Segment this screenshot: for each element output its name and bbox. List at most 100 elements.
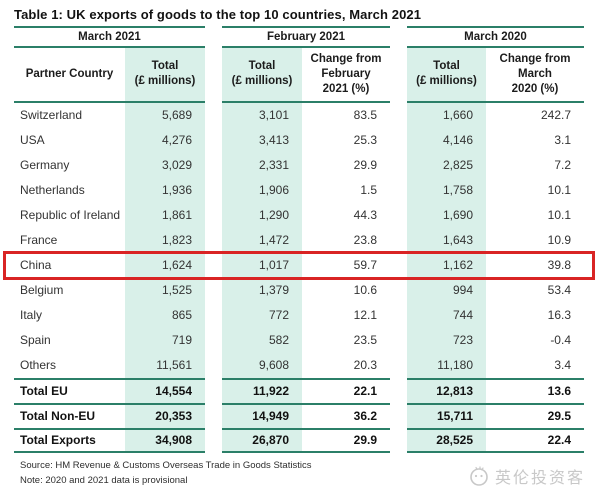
value-cell: 20,353 xyxy=(125,402,205,428)
column-gap xyxy=(205,302,222,328)
value-cell: 10.1 xyxy=(547,183,571,198)
column-gap xyxy=(205,127,222,153)
value-cell: 4,146 xyxy=(407,127,486,153)
column-gap xyxy=(390,352,407,378)
provisional-note: Note: 2020 and 2021 data is provisional xyxy=(20,475,188,487)
partner-country-cell: Others xyxy=(20,358,57,373)
value-cell: 11,922 xyxy=(222,377,302,403)
value-cell: 28,525 xyxy=(407,427,486,453)
value-cell: 1,017 xyxy=(222,252,302,278)
value-cell: 39.8 xyxy=(547,258,571,273)
column-gap xyxy=(205,48,222,103)
table-row: Total Non-EU 20,353 14,949 36.2 15,711 29.5 xyxy=(14,402,584,428)
column-gap xyxy=(390,48,407,103)
value-cell: 10.9 xyxy=(547,233,571,248)
partner-country-cell: Total EU xyxy=(14,377,125,403)
column-gap xyxy=(390,302,407,328)
group-header-february-2021: February 2021 xyxy=(222,26,390,48)
column-gap xyxy=(205,102,222,128)
value-cell: 59.7 xyxy=(353,258,377,273)
value-cell: 1,861 xyxy=(125,202,205,228)
value-cell: 23.8 xyxy=(353,233,377,248)
column-gap xyxy=(390,402,407,428)
value-cell: 1,758 xyxy=(407,177,486,203)
exports-table: March 2021 February 2021 March 2020 Part… xyxy=(3,26,595,453)
value-cell: 13.6 xyxy=(486,377,584,403)
footnotes: Source: HM Revenue & Customs Overseas Tr… xyxy=(14,458,311,489)
value-cell: 16.3 xyxy=(547,308,571,323)
table-row: Total Exports 34,908 26,870 29.9 28,525 22.4 xyxy=(14,427,584,453)
value-cell: 4,276 xyxy=(125,127,205,153)
partner-country-cell: USA xyxy=(20,133,45,148)
value-cell: 1,936 xyxy=(125,177,205,203)
partner-country-cell: Belgium xyxy=(20,283,64,298)
value-cell: 20.3 xyxy=(353,358,377,373)
watermark-text: 英伦投资客 xyxy=(494,469,585,487)
partner-country-cell: China xyxy=(20,258,52,273)
value-cell: 9,608 xyxy=(222,352,302,378)
value-cell: -0.4 xyxy=(550,333,571,348)
value-cell: 744 xyxy=(407,302,486,328)
footer: Source: HM Revenue & Customs Overseas Tr… xyxy=(14,458,585,489)
value-cell: 1,290 xyxy=(222,202,302,228)
value-cell: 1,660 xyxy=(407,102,486,128)
value-cell: 865 xyxy=(125,302,205,328)
table-row: Netherlands 1,936 1,906 1.5 1,758 10.1 xyxy=(14,177,584,203)
partner-country-cell: Italy xyxy=(20,308,43,323)
value-cell: 2,331 xyxy=(222,152,302,178)
column-gap xyxy=(205,327,222,353)
value-cell: 53.4 xyxy=(547,283,571,298)
table-row: Germany 3,029 2,331 29.9 2,825 7.2 xyxy=(14,152,584,178)
value-cell: 11,561 xyxy=(125,352,205,378)
value-cell: 10.1 xyxy=(547,208,571,223)
column-gap xyxy=(390,252,407,278)
value-cell: 22.4 xyxy=(486,427,584,453)
value-cell: 3.1 xyxy=(554,133,571,148)
column-gap xyxy=(390,177,407,203)
column-gap xyxy=(390,277,407,303)
value-cell: 12.1 xyxy=(353,308,377,323)
value-cell: 23.5 xyxy=(353,333,377,348)
value-cell: 1,624 xyxy=(125,252,205,278)
value-cell: 1,162 xyxy=(407,252,486,278)
value-cell: 10.6 xyxy=(353,283,377,298)
table-row: Italy 865 772 12.1 744 16.3 xyxy=(14,302,584,328)
value-cell: 1,379 xyxy=(222,277,302,303)
column-group-header-row: March 2021 February 2021 March 2020 xyxy=(14,26,584,48)
column-gap xyxy=(390,327,407,353)
partner-country-cell: Netherlands xyxy=(20,183,85,198)
partner-country-cell: Republic of Ireland xyxy=(20,208,121,223)
table-row: Switzerland 5,689 3,101 83.5 1,660 242.7 xyxy=(14,102,584,128)
table-row: China 1,624 1,017 59.7 1,162 39.8 xyxy=(3,250,595,280)
value-cell: 7.2 xyxy=(554,158,571,173)
value-cell: 1,472 xyxy=(222,227,302,253)
table-row: France 1,823 1,472 23.8 1,643 10.9 xyxy=(14,227,584,253)
group-header-march-2021: March 2021 xyxy=(14,26,205,48)
header-total-march-2020: Total (£ millions) xyxy=(407,48,486,103)
value-cell: 242.7 xyxy=(540,108,571,123)
value-cell: 1,643 xyxy=(407,227,486,253)
value-cell: 12,813 xyxy=(407,377,486,403)
partner-country-cell: Total Exports xyxy=(14,427,125,453)
value-cell: 994 xyxy=(407,277,486,303)
column-gap xyxy=(390,102,407,128)
table-title: Table 1: UK exports of goods to the top … xyxy=(14,7,422,22)
value-cell: 5,689 xyxy=(125,102,205,128)
value-cell: 14,554 xyxy=(125,377,205,403)
header-total-february-2021: Total (£ millions) xyxy=(222,48,302,103)
value-cell: 2,825 xyxy=(407,152,486,178)
value-cell: 29.9 xyxy=(302,427,390,453)
value-cell: 3,101 xyxy=(222,102,302,128)
watermark-logo-icon xyxy=(470,466,488,486)
table-row: Spain 719 582 23.5 723 -0.4 xyxy=(14,327,584,353)
value-cell: 772 xyxy=(222,302,302,328)
value-cell: 36.2 xyxy=(302,402,390,428)
partner-country-cell: France xyxy=(20,233,58,248)
column-gap xyxy=(205,427,222,453)
table-row: Others 11,561 9,608 20.3 11,180 3.4 xyxy=(14,352,584,378)
group-header-march-2020: March 2020 xyxy=(407,26,584,48)
partner-country-cell: Spain xyxy=(20,333,51,348)
header-total-march-2021: Total (£ millions) xyxy=(125,48,205,103)
column-gap xyxy=(205,252,222,278)
value-cell: 11,180 xyxy=(407,352,486,378)
